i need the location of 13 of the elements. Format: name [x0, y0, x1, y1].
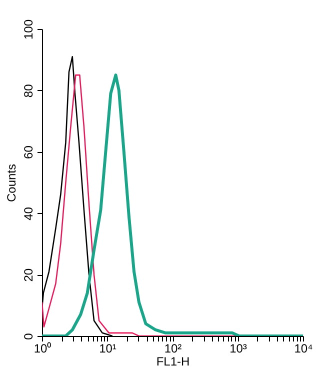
- y-axis-title: Counts: [4, 164, 18, 202]
- x-tick-label: 10⁰: [34, 342, 52, 356]
- y-tick-label: 20: [22, 268, 36, 282]
- x-tick-label: 10³: [230, 342, 247, 356]
- y-tick-label: 80: [22, 84, 36, 98]
- y-tick-label: 0: [22, 332, 36, 340]
- x-axis-title: FL1-H: [156, 354, 190, 367]
- x-tick-label: 10¹: [99, 342, 116, 356]
- x-tick-label: 10²: [164, 342, 182, 356]
- y-tick-label: 60: [22, 145, 36, 159]
- y-tick-label: 40: [22, 206, 36, 220]
- y-tick-label: 100: [22, 19, 36, 40]
- x-tick-label: 10⁴: [294, 342, 313, 356]
